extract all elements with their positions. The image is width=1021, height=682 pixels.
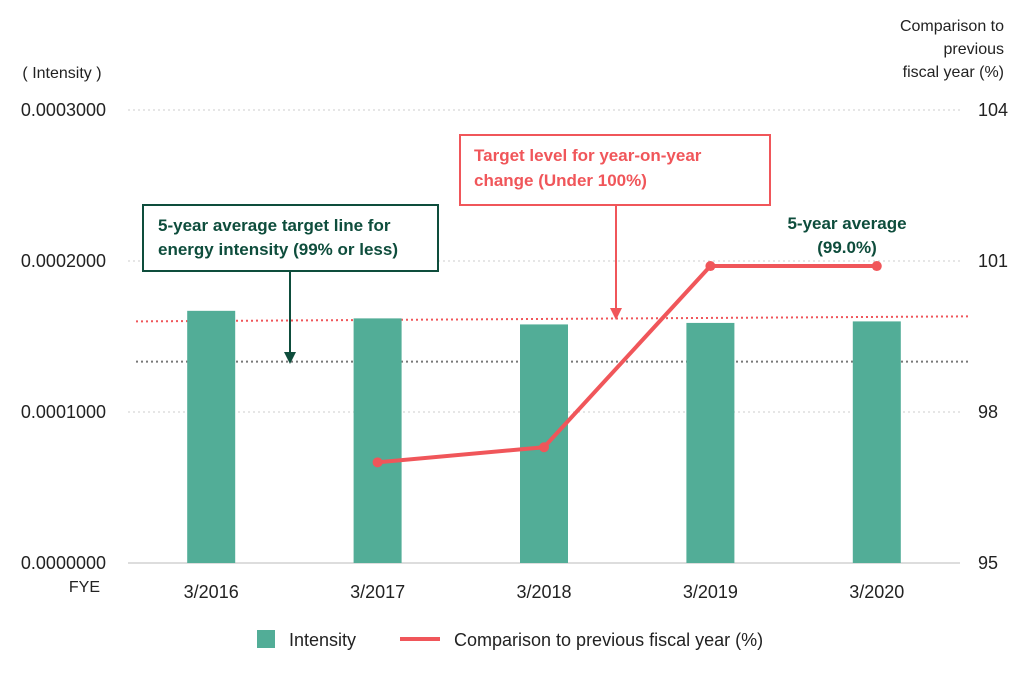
right-axis-ticks: 95 98 101 104 <box>978 100 1008 573</box>
annotation-avg-target-line-1: 5-year average target line for <box>158 216 391 235</box>
bar-intensity <box>852 321 901 563</box>
bar-intensity <box>686 322 735 563</box>
legend-label-intensity: Intensity <box>289 630 356 650</box>
left-tick-label: 0.0000000 <box>21 553 106 573</box>
right-axis-label-line-1: Comparison to <box>900 18 1004 35</box>
x-tick-label: 3/2019 <box>683 582 738 602</box>
bar-series <box>187 310 901 563</box>
line-point-comparison <box>705 261 716 272</box>
annotation-target-level-box <box>459 134 771 206</box>
left-axis-label: ( Intensity ) <box>22 65 101 82</box>
annotation-five-year-avg-line-1: 5-year average <box>787 214 906 233</box>
x-tick-label: 3/2018 <box>516 582 571 602</box>
right-tick-label: 104 <box>978 100 1008 120</box>
annotation-avg-target-line-2: energy intensity (99% or less) <box>158 240 398 259</box>
left-tick-label: 0.0002000 <box>21 251 106 271</box>
left-axis-ticks: 0.0000000 0.0001000 0.0002000 0.0003000 <box>21 100 106 573</box>
line-point-comparison <box>871 261 882 272</box>
left-tick-label: 0.0003000 <box>21 100 106 120</box>
x-tick-label: 3/2020 <box>849 582 904 602</box>
annotation-avg-target-box <box>142 204 439 272</box>
legend-swatch-intensity <box>257 630 275 648</box>
annotation-target-level-line-1: Target level for year-on-year <box>474 146 702 165</box>
x-tick-label: 3/2017 <box>350 582 405 602</box>
legend-label-comparison: Comparison to previous fiscal year (%) <box>454 630 763 650</box>
line-point-comparison <box>539 442 549 453</box>
reference-line-target_yoy <box>135 315 969 323</box>
bar-intensity <box>353 318 402 563</box>
annotation-target-level-arrowhead <box>610 308 622 320</box>
x-axis-ticks: 3/2016 3/2017 3/2018 3/2019 3/2020 <box>184 582 905 602</box>
legend: Intensity Comparison to previous fiscal … <box>257 630 763 650</box>
bar-intensity <box>187 310 236 563</box>
right-tick-label: 95 <box>978 553 998 573</box>
annotation-avg-target: 5-year average target line for energy in… <box>142 204 439 364</box>
line-series <box>372 261 882 468</box>
annotation-target-level-line-2: change (Under 100%) <box>474 171 647 190</box>
right-axis-label-line-2: previous <box>944 41 1004 58</box>
right-tick-label: 101 <box>978 251 1008 271</box>
line-comparison <box>377 264 877 465</box>
x-tick-label: 3/2016 <box>184 582 239 602</box>
left-tick-label: 0.0001000 <box>21 402 106 422</box>
line-point-comparison <box>372 457 383 468</box>
annotation-avg-target-arrowhead <box>284 352 296 364</box>
x-axis-label: FYE <box>69 579 100 596</box>
annotation-target-level: Target level for year-on-year change (Un… <box>459 134 771 320</box>
right-tick-label: 98 <box>978 402 998 422</box>
annotation-five-year-avg-line-2: (99.0%) <box>817 238 877 257</box>
right-axis-label-line-3: fiscal year (%) <box>903 64 1004 81</box>
